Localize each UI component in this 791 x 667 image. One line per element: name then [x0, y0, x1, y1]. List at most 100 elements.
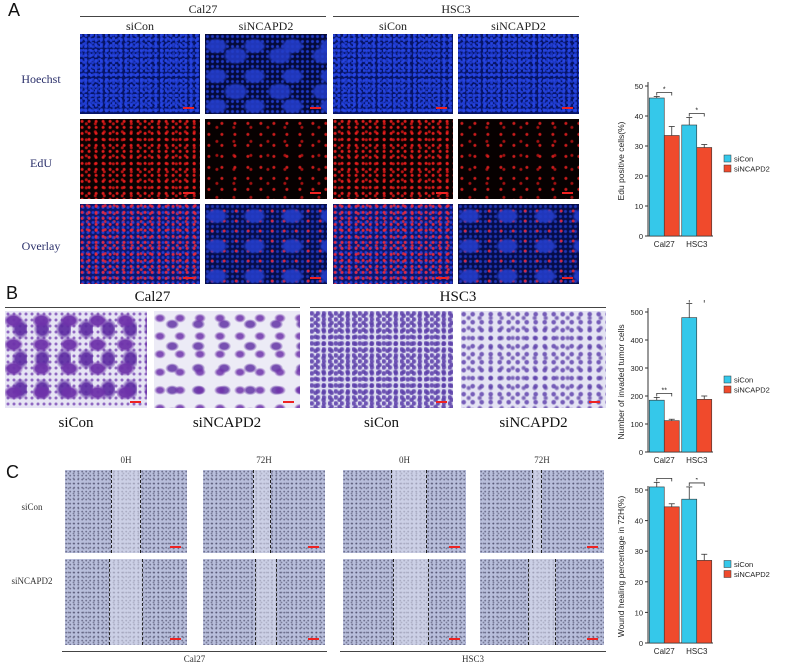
legend-label: siCon [734, 560, 753, 569]
x-tick-label: HSC3 [686, 456, 708, 465]
panel-a-col-label: siNCAPD2 [491, 19, 546, 33]
panel-a-row-label: Hoechst [21, 72, 61, 86]
y-tick-label: 10 [635, 202, 643, 211]
panel-c-col-label: 72H [534, 455, 550, 465]
legend-label: siNCAPD2 [734, 570, 770, 579]
bar [696, 147, 713, 237]
panel-b-group-line [5, 307, 300, 308]
edu-bar-chart: Edu positive cells(%) 0 10 20 30 40 50 * Cal27 * H… [616, 82, 770, 249]
panel-c-letter: C [6, 462, 19, 482]
y-tick-label: 0 [639, 639, 643, 648]
significance-bracket [688, 482, 705, 486]
bar [681, 498, 698, 644]
panel-a-row-label: EdU [30, 156, 52, 170]
y-tick-label: 40 [635, 112, 643, 121]
wound-image-hsc3-sicon-0h [343, 470, 466, 553]
bar [681, 124, 698, 237]
y-tick-label: 40 [635, 517, 643, 526]
panel-c-group-line [340, 651, 606, 652]
bar [696, 560, 713, 644]
panel-c-group-cal27: Cal27 [183, 654, 206, 664]
x-tick-label: Cal27 [654, 240, 675, 249]
wound-image-hsc3-sicon-72h [480, 470, 604, 553]
y-tick-label: 300 [630, 364, 643, 373]
y-axis-label: Wound healing percentage in 72H(%) [616, 496, 626, 638]
y-axis-label: Number of invaded tumor cells [616, 324, 626, 439]
y-axis-label: Edu positive cells(%) [616, 121, 626, 200]
y-tick-label: 400 [630, 336, 643, 345]
bar [696, 399, 713, 453]
legend-swatch [723, 570, 732, 578]
panel-c-group-line [62, 651, 327, 652]
panel-a-col-label: siCon [125, 19, 154, 33]
panel-c-col-label: 72H [256, 455, 272, 465]
significance-bracket [688, 113, 705, 117]
wound-image-cal27-sincapd2-0h [65, 559, 187, 645]
x-tick-label: HSC3 [686, 240, 708, 249]
y-tick-label: 500 [630, 308, 643, 317]
significance-label: * [663, 478, 666, 479]
panel-c-group-hsc3: HSC3 [461, 654, 484, 664]
panel-c-col-label: 0H [120, 455, 132, 465]
wound-image-cal27-sicon-72h [203, 470, 325, 553]
panel-c-row-label: siNCAPD2 [11, 576, 53, 586]
x-tick-label: Cal27 [654, 647, 675, 656]
y-tick-label: 50 [635, 82, 643, 91]
panel-a-group-hsc3: HSC3 [441, 2, 471, 16]
panel-b-col-label: siCon [363, 415, 399, 431]
invasion-bar-chart: Number of invaded tumor cells 0 100 200 300 4… [616, 300, 770, 465]
panel-b-group-line [310, 307, 606, 308]
y-tick-label: 50 [635, 486, 643, 495]
significance-label: ** [662, 387, 668, 394]
significance-label: * [695, 108, 698, 115]
legend-swatch [723, 154, 732, 163]
micrograph-overlay-hsc3-sicon [333, 204, 453, 284]
y-tick-label: 20 [635, 578, 643, 587]
micrograph-overlay-hsc3-sincapd2 [458, 204, 579, 284]
micrograph-edu-hsc3-sincapd2 [458, 119, 579, 199]
wound-image-hsc3-sincapd2-72h [480, 559, 604, 645]
bar [648, 486, 665, 644]
micrograph-hoechst-hsc3-sicon [333, 34, 453, 114]
significance-bracket [656, 92, 673, 96]
legend-swatch [723, 385, 732, 394]
panel-b-letter: B [6, 283, 19, 303]
panel-a-col-label: siNCAPD2 [238, 19, 294, 33]
invasion-image-cal27-sicon [5, 311, 147, 408]
invasion-image-cal27-sincapd2 [154, 311, 300, 408]
micrograph-edu-hsc3-sicon [333, 119, 453, 199]
legend-swatch [723, 375, 732, 384]
micrograph-edu-cal27-sincapd2 [205, 119, 327, 199]
panel-a-group-cal27: Cal27 [188, 2, 218, 16]
legend-label: siCon [734, 155, 753, 164]
panel-b-group-hsc3: HSC3 [439, 289, 477, 305]
x-tick-label: Cal27 [654, 456, 675, 465]
significance-bracket [656, 478, 673, 482]
wound-image-cal27-sicon-0h [65, 470, 187, 553]
x-tick-label: HSC3 [686, 647, 708, 656]
y-tick-label: 0 [639, 232, 643, 241]
significance-bracket [656, 393, 673, 397]
legend-swatch [723, 560, 732, 568]
micrograph-edu-cal27-sicon [80, 119, 200, 199]
wound-image-hsc3-sincapd2-0h [343, 559, 466, 645]
panel-c-row-label: siCon [21, 502, 43, 512]
wound-image-cal27-sincapd2-72h [203, 559, 325, 645]
significance-label: * [663, 87, 666, 94]
bar [681, 317, 698, 453]
legend-swatch [723, 164, 732, 173]
panel-a-row-label: Overlay [21, 239, 61, 253]
wound-bar-chart: Wound healing percentage in 72H(%) 0 10 20 3… [616, 478, 770, 656]
significance-label: ** [694, 300, 700, 301]
bar [648, 399, 665, 453]
y-tick-label: 10 [635, 608, 643, 617]
invasion-image-hsc3-sincapd2 [461, 311, 606, 408]
panel-a-group-line [80, 16, 326, 17]
y-tick-label: 100 [630, 420, 643, 429]
significance-label: * [695, 478, 698, 484]
panel-a-letter: A [8, 0, 21, 20]
panel-b-group-cal27: Cal27 [134, 289, 171, 305]
micrograph-overlay-cal27-sincapd2 [205, 204, 327, 284]
y-tick-label: 0 [639, 448, 643, 457]
y-tick-label: 30 [635, 142, 643, 151]
